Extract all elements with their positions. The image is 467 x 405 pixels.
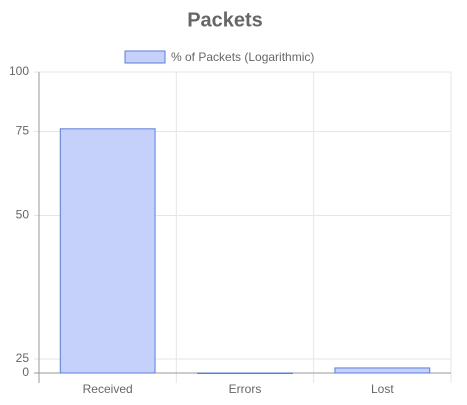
y-tick-label: 75 — [16, 124, 30, 138]
legend-label: % of Packets (Logarithmic) — [171, 50, 314, 64]
y-tick-label: 0 — [22, 365, 29, 379]
bar — [59, 128, 156, 374]
chart-title: Packets — [187, 9, 263, 31]
legend-swatch — [124, 50, 166, 64]
bar — [334, 367, 431, 374]
bar — [197, 372, 293, 374]
x-tick-label: Received — [83, 382, 133, 396]
x-tick-label: Errors — [229, 382, 262, 396]
y-tick-label: 100 — [9, 64, 29, 78]
y-tick-label: 50 — [16, 208, 30, 222]
y-tick-label: 25 — [16, 351, 30, 365]
x-tick-label: Lost — [371, 382, 394, 396]
